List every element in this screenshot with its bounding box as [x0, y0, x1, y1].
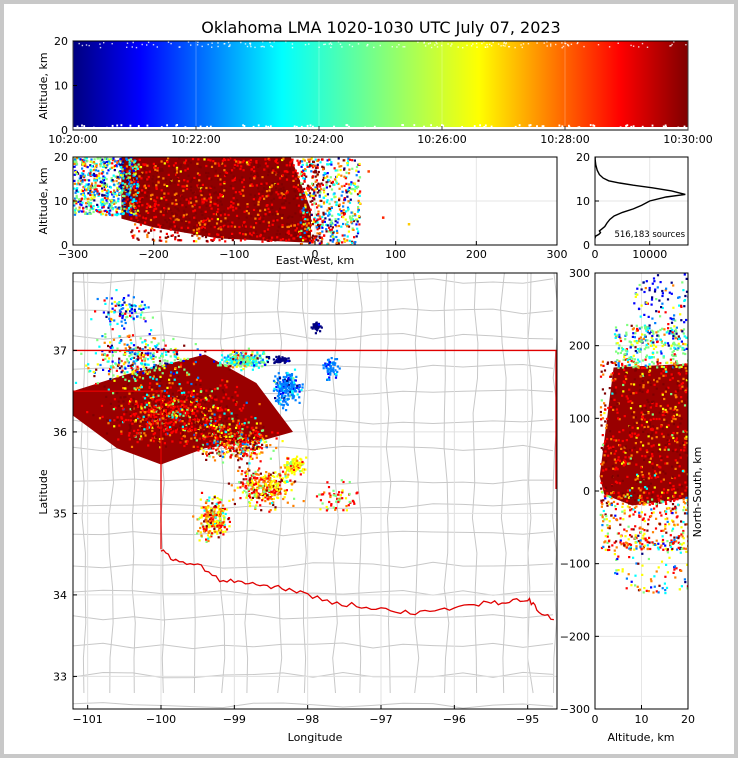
- plan-view-xtick: −100: [146, 713, 176, 726]
- plan-view-ytick: 36: [53, 426, 67, 439]
- plan-view-ylabel: Latitude: [37, 469, 50, 515]
- time-height-xtick: 10:22:00: [171, 133, 220, 146]
- ns-height-xtick: 10: [635, 713, 649, 726]
- county-lines: [73, 273, 557, 709]
- chart-title: Oklahoma LMA 1020-1030 UTC July 07, 2023: [201, 18, 560, 37]
- ns-height-ytick: −200: [560, 630, 590, 643]
- plan-view-xtick: −99: [223, 713, 246, 726]
- histogram-xtick: 10000: [632, 248, 667, 261]
- plan-view-panel: −101 −100 −99 −98 −97 −96 −95 33 34 35 36 37 Longit…: [37, 272, 558, 744]
- ew-height-xtick: 300: [547, 248, 568, 261]
- ew-height-xtick: 200: [466, 248, 487, 261]
- ew-height-xtick: −300: [58, 248, 88, 261]
- ns-height-ytick: 300: [569, 267, 590, 280]
- source-count-annotation: 516,183 sources: [614, 230, 685, 240]
- histogram-panel: 0 10000 0 10 20 516,183 sources: [576, 151, 689, 261]
- altitude-histogram-line: [595, 157, 686, 239]
- plan-view-xtick: −98: [296, 713, 319, 726]
- ns-height-ylabel: North-South, km: [691, 447, 704, 538]
- time-height-xtick: 10:30:00: [663, 133, 712, 146]
- ns-height-panel: 0 10 20 −300 −200 −100 0 100 200 300 Altitude, km…: [560, 267, 704, 744]
- ew-height-xtick: −200: [139, 248, 169, 261]
- ns-source-density-core: [599, 363, 688, 506]
- ew-height-xtick: 0: [312, 248, 319, 261]
- plan-view-xtick: −96: [443, 713, 466, 726]
- ew-height-xtick: −100: [219, 248, 249, 261]
- ew-height-xtick: 100: [385, 248, 406, 261]
- plan-view-ytick: 33: [53, 670, 67, 683]
- ew-height-xlabel: East-West, km: [276, 254, 354, 267]
- plan-view-ytick: 34: [53, 589, 67, 602]
- time-height-xtick: 10:20:00: [48, 133, 97, 146]
- time-height-xtick: 10:26:00: [417, 133, 466, 146]
- ns-height-xlabel: Altitude, km: [607, 731, 674, 744]
- ns-height-xtick: 20: [681, 713, 695, 726]
- time-height-ylabel: Altitude, km: [37, 52, 50, 119]
- ew-height-ytick: 10: [54, 195, 68, 208]
- state-border: [73, 349, 557, 621]
- plan-view-ytick: 37: [53, 344, 67, 357]
- ns-height-ytick: 100: [569, 412, 590, 425]
- histogram-ytick: 20: [576, 151, 590, 164]
- plan-view-xtick: −97: [369, 713, 392, 726]
- ns-height-ytick: 0: [583, 485, 590, 498]
- time-height-color-band: [73, 41, 688, 127]
- time-height-ytick: 10: [54, 80, 68, 93]
- ew-height-ytick: 0: [61, 239, 68, 252]
- histogram-ytick: 10: [576, 195, 590, 208]
- plan-view-ytick: 35: [53, 507, 67, 520]
- ew-height-ylabel: Altitude, km: [37, 167, 50, 234]
- ns-height-ytick: 200: [569, 340, 590, 353]
- plan-view-xtick: −101: [73, 713, 103, 726]
- ns-height-ytick: −300: [560, 703, 590, 716]
- ns-height-ytick: −100: [560, 558, 590, 571]
- ns-height-xtick: 0: [592, 713, 599, 726]
- ew-height-panel: −300 −200 −100 0 100 200 300 0 10 20 Altitude, km…: [37, 151, 568, 267]
- histogram-ytick: 0: [583, 239, 590, 252]
- histogram-xtick: 0: [592, 248, 599, 261]
- ew-height-ytick: 20: [54, 151, 68, 164]
- plan-view-xtick: −95: [516, 713, 539, 726]
- time-height-ytick: 20: [54, 35, 68, 48]
- plan-view-xlabel: Longitude: [288, 731, 343, 744]
- time-height-ytick: 0: [61, 124, 68, 137]
- time-height-xtick: 10:28:00: [540, 133, 589, 146]
- time-height-xtick: 10:24:00: [294, 133, 343, 146]
- time-height-panel: 10:20:00 10:22:00 10:24:00 10:26:00 10:28:00…: [37, 35, 713, 146]
